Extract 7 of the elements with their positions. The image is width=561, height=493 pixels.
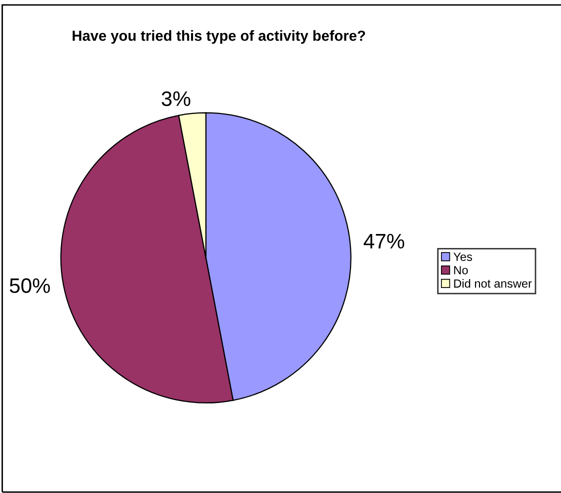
data-label: 3%: [162, 91, 190, 106]
legend-label: Did not answer: [454, 279, 532, 288]
legend-label: Yes: [453, 252, 472, 261]
chart-title: Have you tried this type of activity before?: [72, 30, 366, 44]
data-label: 50%: [10, 278, 50, 294]
legend-label: No: [454, 266, 468, 274]
data-label: 47%: [364, 234, 404, 248]
